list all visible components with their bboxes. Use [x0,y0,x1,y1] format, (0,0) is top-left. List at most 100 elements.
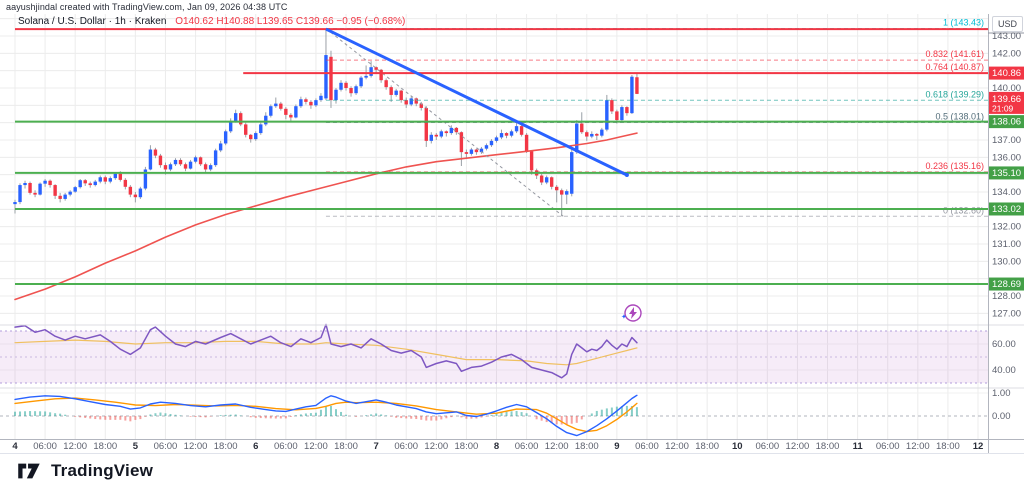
candle-body [123,179,128,187]
price-badge [989,115,1024,129]
macd-histogram-bar [124,416,127,421]
time-tick-label: 12:00 [545,441,569,452]
symbol-title[interactable]: Solana / U.S. Dollar · 1h · Kraken [18,16,167,27]
macd-histogram-bar [164,413,167,416]
tradingview-brand[interactable]: TradingView [17,461,153,481]
macd-histogram-bar [355,416,358,417]
macd-histogram-bar [129,416,132,422]
candle-body [138,188,143,198]
macd-histogram-bar [39,411,42,416]
candle-body [203,164,208,170]
macd-histogram-bar [415,416,418,420]
macd-histogram-bar [34,411,37,416]
candle-body [575,123,579,153]
macd-histogram-bar [319,409,322,416]
candle-body [249,134,253,140]
price-tick-label: 130.00 [992,256,1021,267]
macd-histogram-bar [254,416,257,418]
macd-histogram-bar [334,409,337,416]
macd-histogram-bar [440,416,443,420]
candle-body [610,100,614,112]
rsi-tick-label: 60.00 [992,339,1016,350]
price-badge-label: 135.10 [992,168,1021,179]
ohlc-values: O140.62 H140.88 L139.65 C139.66 −0.95 (−… [175,16,406,27]
fib-level-label: 0.5 (138.01) [935,111,984,121]
macd-histogram-bar [249,416,252,418]
macd-histogram-bar [19,411,22,416]
candle-body [143,169,148,189]
candle-body [359,77,363,87]
macd-histogram-bar [625,405,628,416]
candle-body [239,113,243,125]
macd-histogram-bar [575,416,578,423]
macd-histogram-bar [144,416,147,417]
time-axis-scale[interactable] [0,439,988,453]
macd-histogram-bar [79,416,82,418]
macd-histogram-bar [149,414,152,416]
time-tick-label: 12:00 [304,441,328,452]
candle-body [585,132,589,137]
time-tick-label: 06:00 [274,441,298,452]
brand-text: TradingView [51,461,154,480]
candle-body [103,177,107,182]
macd-histogram-bar [380,414,383,416]
price-badge-label: 128.69 [992,279,1021,290]
candle-body [23,182,27,186]
rsi-line[interactable] [14,323,638,379]
time-tick-label: 12:00 [665,441,689,452]
candle-body [605,100,609,130]
macd-line[interactable] [14,394,638,437]
macd-histogram-bar [234,414,237,416]
candle-body [374,67,378,70]
currency-unit-button[interactable]: USD [992,16,1023,32]
candle-body [469,149,474,154]
macd-histogram-bar [555,416,558,425]
price-tick-label: 132.00 [992,222,1021,233]
macd-histogram-bar [109,416,112,420]
candle-body [329,56,333,101]
macd-histogram-bar [600,409,603,416]
candle-body [414,98,418,104]
macd-histogram-bar [309,413,312,416]
candle-body [339,82,343,90]
fib-level-label: 0.236 (135.16) [925,161,984,171]
candle-body [499,133,504,138]
candle-body [108,178,112,182]
candle-body [193,157,198,162]
macd-histogram-bar [620,406,623,416]
fib-level-label: 1 (143.43) [943,18,984,28]
candle-body [524,134,529,152]
price-badge-label: 140.86 [992,68,1021,79]
candle-body [213,150,218,166]
macd-histogram-bar [289,416,292,417]
candle-body [284,108,288,115]
candle-body [279,103,283,109]
candle-body [595,133,599,136]
rsi-ma-line[interactable] [14,339,638,366]
candle-body [439,131,444,137]
macd-histogram-bar [259,416,262,419]
candle-body [384,80,388,88]
candle-body [78,180,82,188]
price-axis-scale[interactable] [988,14,1024,453]
trend-line[interactable] [325,27,628,177]
price-tick-label: 143.00 [992,31,1021,42]
symbol-legend[interactable]: Solana / U.S. Dollar · 1h · Kraken O140.… [18,16,405,27]
fib-level-label: 0.832 (141.61) [925,49,984,59]
macd-histogram-bar [219,415,222,416]
candle-body [474,149,479,153]
trend-line-handle[interactable] [624,173,629,178]
macd-histogram-bar [405,416,408,419]
price-tick-label: 131.00 [992,239,1021,250]
candle-body [379,69,383,81]
macd-histogram-bar [329,406,332,416]
macd-histogram-bar [99,416,102,420]
candle-body [344,82,348,88]
countdown-label: 21:09 [992,103,1014,113]
candle-body [615,111,619,121]
macd-histogram-bar [239,415,242,416]
macd-histogram-bar [425,416,428,421]
time-tick-label: 06:00 [515,441,539,452]
